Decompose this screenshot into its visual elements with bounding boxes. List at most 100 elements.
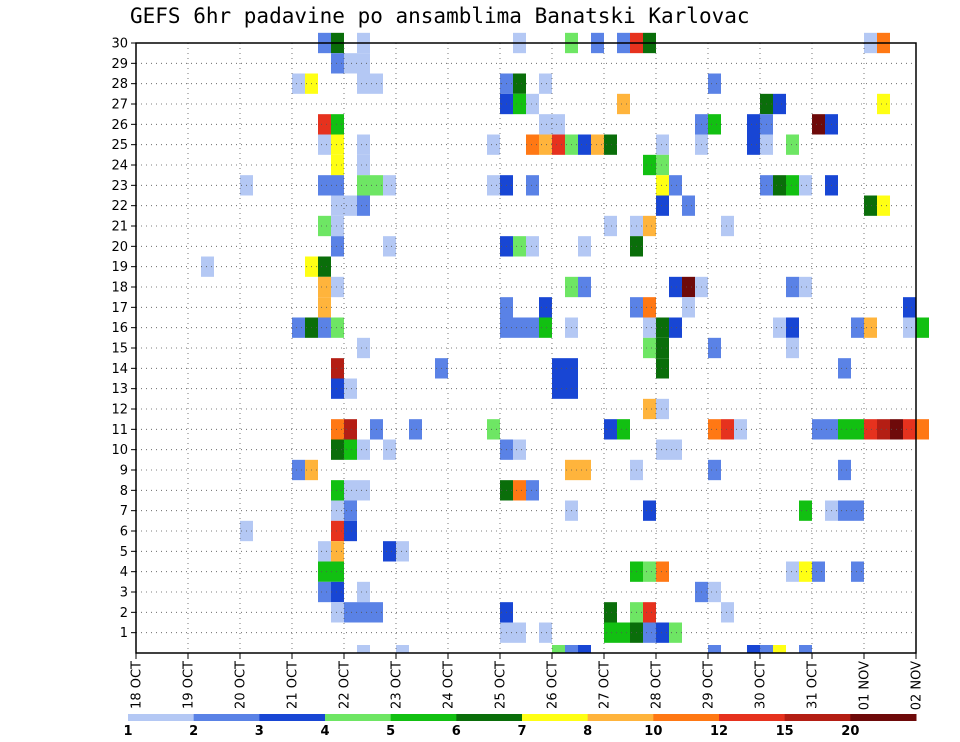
x-tick-label: 26 OCT bbox=[546, 661, 561, 709]
heatmap-cell bbox=[903, 419, 916, 440]
heatmap-cell bbox=[786, 561, 799, 582]
heatmap-cell bbox=[552, 114, 565, 135]
heatmap-cell bbox=[357, 53, 370, 74]
legend-label: 3 bbox=[255, 724, 264, 739]
y-tick-label: 5 bbox=[120, 545, 128, 560]
heatmap-cell bbox=[812, 114, 825, 135]
heatmap-cell bbox=[721, 602, 734, 623]
heatmap-cell bbox=[539, 622, 552, 643]
heatmap-cell bbox=[708, 459, 721, 481]
heatmap-cell bbox=[331, 175, 344, 196]
heatmap-cell bbox=[331, 114, 344, 135]
y-tick-label: 29 bbox=[111, 57, 128, 72]
heatmap-cell bbox=[708, 645, 721, 653]
heatmap-cell bbox=[357, 337, 370, 359]
heatmap-cell bbox=[318, 541, 331, 562]
legend-swatch bbox=[325, 714, 392, 721]
heatmap-cell bbox=[916, 419, 929, 440]
heatmap-cell bbox=[357, 175, 370, 196]
y-tick-label: 18 bbox=[111, 281, 128, 296]
heatmap-cell bbox=[552, 645, 565, 653]
heatmap-cell bbox=[799, 645, 812, 653]
heatmap-cell bbox=[396, 645, 409, 653]
heatmap-cell bbox=[357, 134, 370, 155]
heatmap-cell bbox=[357, 195, 370, 216]
legend-swatch bbox=[653, 714, 720, 721]
heatmap-cell bbox=[513, 622, 526, 643]
heatmap-cell bbox=[318, 297, 331, 318]
heatmap-cell bbox=[539, 297, 552, 318]
x-tick-label: 31 OCT bbox=[806, 661, 821, 709]
heatmap-cell bbox=[643, 500, 656, 521]
heatmap-cell bbox=[682, 276, 695, 298]
legend-label: 15 bbox=[776, 724, 794, 739]
heatmap-cell bbox=[643, 561, 656, 582]
heatmap-cell bbox=[318, 561, 331, 582]
heatmap-cell bbox=[487, 419, 500, 440]
heatmap-cell bbox=[357, 645, 370, 653]
heatmap-cell bbox=[786, 317, 799, 338]
heatmap-cell bbox=[643, 602, 656, 623]
heatmap-cell bbox=[708, 337, 721, 359]
heatmap-cell bbox=[201, 256, 214, 277]
x-tick-label: 27 OCT bbox=[598, 661, 613, 709]
heatmap-cell bbox=[526, 93, 539, 115]
heatmap-cell bbox=[656, 561, 669, 582]
heatmap-cell bbox=[864, 317, 877, 338]
heatmap-cell bbox=[656, 622, 669, 643]
heatmap-cell bbox=[604, 622, 617, 643]
x-tick-label: 19 OCT bbox=[182, 661, 197, 709]
heatmap-cell bbox=[877, 93, 890, 115]
heatmap-cell bbox=[643, 297, 656, 318]
heatmap-cell bbox=[656, 358, 669, 379]
heatmap-cell bbox=[799, 276, 812, 298]
y-tick-label: 8 bbox=[120, 484, 128, 499]
heatmap-cell bbox=[318, 276, 331, 298]
heatmap-cell bbox=[578, 134, 591, 155]
x-tick-label: 24 OCT bbox=[442, 661, 457, 709]
legend-swatch bbox=[390, 714, 457, 721]
heatmap-cell bbox=[812, 419, 825, 440]
heatmap-cell bbox=[643, 317, 656, 338]
heatmap-cell bbox=[773, 93, 786, 115]
y-tick-label: 15 bbox=[111, 342, 128, 357]
heatmap-cell bbox=[656, 154, 669, 176]
heatmap-cell bbox=[851, 317, 864, 338]
heatmap-cell bbox=[552, 134, 565, 155]
heatmap-cell bbox=[838, 500, 851, 521]
heatmap-cell bbox=[591, 134, 604, 155]
legend-label: 12 bbox=[710, 724, 728, 739]
y-tick-label: 17 bbox=[111, 301, 128, 316]
heatmap-cell bbox=[318, 317, 331, 338]
heatmap-cell bbox=[734, 419, 747, 440]
heatmap-cell bbox=[851, 500, 864, 521]
heatmap-cell bbox=[604, 419, 617, 440]
heatmap-cell bbox=[669, 622, 682, 643]
heatmap-cell bbox=[357, 439, 370, 460]
heatmap-cell bbox=[721, 215, 734, 237]
heatmap-cell bbox=[552, 378, 565, 399]
heatmap-cell bbox=[539, 73, 552, 94]
cells-layer bbox=[201, 32, 929, 653]
heatmap-cell bbox=[318, 256, 331, 277]
heatmap-cell bbox=[331, 134, 344, 155]
heatmap-cell bbox=[799, 175, 812, 196]
heatmap-cell bbox=[773, 645, 786, 653]
heatmap-cell bbox=[656, 195, 669, 216]
heatmap-cell bbox=[331, 419, 344, 440]
y-tick-label: 24 bbox=[111, 159, 128, 174]
heatmap-cell bbox=[526, 134, 539, 155]
heatmap-cell bbox=[656, 317, 669, 338]
heatmap-cell bbox=[526, 317, 539, 338]
heatmap-cell bbox=[682, 195, 695, 216]
x-tick-label: 20 OCT bbox=[234, 661, 249, 709]
heatmap-cell bbox=[331, 378, 344, 399]
y-axis: 1234567891011121314151617181920212223242… bbox=[111, 37, 136, 641]
heatmap-cell bbox=[799, 500, 812, 521]
heatmap-cell bbox=[344, 378, 357, 399]
heatmap-cell bbox=[617, 622, 630, 643]
legend-swatch bbox=[784, 714, 851, 721]
heatmap-cell bbox=[331, 602, 344, 623]
x-tick-label: 30 OCT bbox=[754, 661, 769, 709]
x-tick-label: 29 OCT bbox=[702, 661, 717, 709]
